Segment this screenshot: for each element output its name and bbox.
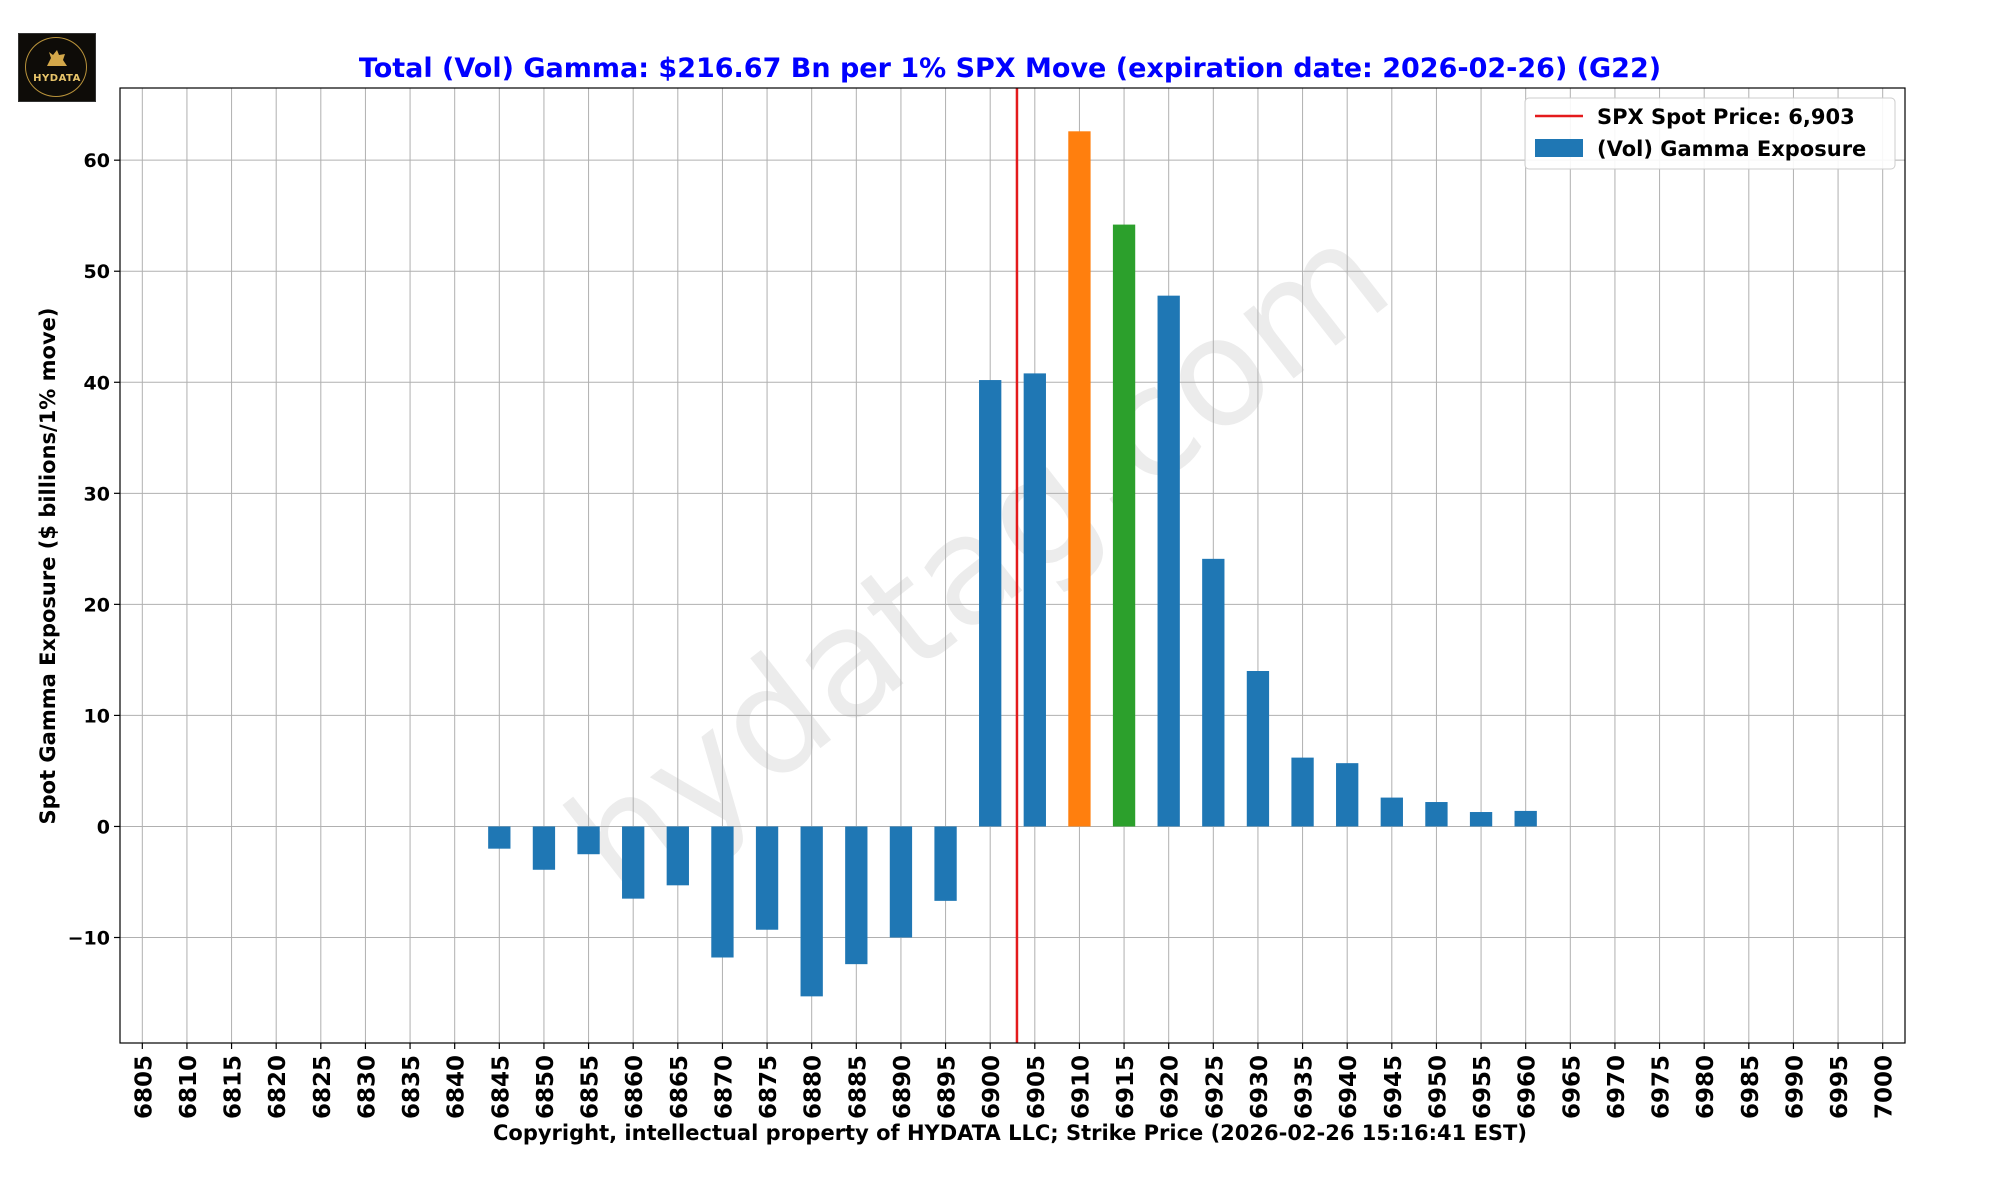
bar-6900 [979,380,1002,827]
x-tick-label: 6955 [1470,1055,1496,1119]
legend-spot-label: SPX Spot Price: 6,903 [1597,105,1855,129]
legend-bar-label: (Vol) Gamma Exposure [1597,137,1866,161]
chart-title: Total (Vol) Gamma: $216.67 Bn per 1% SPX… [359,53,1661,84]
x-tick-label: 6865 [667,1055,693,1119]
y-tick-label: 60 [84,150,110,172]
bar-6850 [532,826,556,870]
x-tick-label: 6870 [711,1055,737,1119]
logo-text: HYDATA [33,73,81,84]
y-tick-label: 30 [84,483,110,505]
y-tick-label: 0 [97,816,110,838]
x-tick-label: 6820 [265,1055,291,1119]
x-tick-label: 6925 [1202,1055,1228,1119]
bar-6960 [1514,810,1537,827]
x-tick-label: 6930 [1247,1055,1273,1119]
bar-6940 [1336,763,1359,827]
legend-bar-swatch [1535,139,1583,157]
x-tick-label: 6885 [845,1055,871,1119]
bar-6860 [622,826,645,899]
x-tick-label: 6875 [756,1055,782,1119]
x-tick-label: 6970 [1604,1055,1630,1119]
bar-6905 [1023,373,1046,827]
x-tick-label: 6845 [488,1055,514,1119]
bar-6955 [1469,812,1493,827]
bar-6845 [488,826,511,849]
x-tick-label: 6940 [1336,1055,1362,1119]
x-tick-label: 6860 [622,1055,648,1119]
y-tick-label: −10 [68,928,110,950]
x-axis-label: Copyright, intellectual property of HYDA… [493,1121,1527,1145]
legend-box [1524,97,1896,170]
x-tick-label: 6840 [444,1055,470,1119]
x-tick-label: 6915 [1113,1055,1139,1119]
x-tick-label: 6805 [131,1055,157,1119]
x-tick-label: 6975 [1649,1055,1675,1119]
x-tick-label: 6855 [578,1055,604,1119]
x-axis-ticks: 6805 6810 6815 6820 6825 6830 6835 6840 6845 6850… [131,1043,1898,1119]
y-axis-ticks: −10 0 10 20 30 40 50 60 [68,150,120,950]
bar-6885 [845,826,868,965]
x-tick-label: 6920 [1158,1055,1184,1119]
y-tick-label: 10 [84,705,110,727]
legend: SPX Spot Price: 6,903 (Vol) Gamma Exposu… [1524,97,1896,170]
bar-6875 [755,826,779,930]
x-tick-label: 6810 [176,1055,202,1119]
plot-frame [119,87,1906,1044]
x-tick-label: 6985 [1738,1055,1764,1119]
bar-6870 [711,826,734,958]
bar-6880 [800,826,823,997]
x-tick-label: 6950 [1425,1055,1451,1119]
x-tick-label: 6830 [354,1055,380,1119]
x-tick-label: 6815 [221,1055,247,1119]
bar-6855 [577,826,600,855]
y-tick-label: 40 [84,372,110,394]
x-tick-label: 6980 [1693,1055,1719,1119]
bar-6915 [1112,224,1136,827]
logo-ring [25,37,87,97]
hydata-logo: HYDATA [18,33,96,102]
y-axis-label: Spot Gamma Exposure ($ billions/1% move) [36,308,60,825]
x-tick-label: 6825 [310,1055,336,1119]
bar-6930 [1246,670,1270,827]
x-tick-label: 6835 [399,1055,425,1119]
x-tick-label: 6995 [1827,1055,1853,1119]
y-tick-label: 20 [84,594,110,616]
bar-6890 [889,826,913,938]
watermark: hydatag.com [537,188,1420,932]
bar-6925 [1202,558,1225,827]
x-tick-label: 6990 [1782,1055,1808,1119]
x-tick-label: 6905 [1024,1055,1050,1119]
bar-6895 [934,826,957,901]
bar-6950 [1425,802,1448,827]
x-tick-label: 6895 [935,1055,961,1119]
bar-6910 [1068,131,1091,827]
bar-6935 [1291,757,1314,827]
x-tick-label: 7000 [1872,1055,1898,1119]
bar-6945 [1380,797,1403,827]
x-tick-label: 6945 [1381,1055,1407,1119]
bar-6920 [1157,295,1180,827]
x-tick-label: 6900 [979,1055,1005,1119]
bar-6865 [666,826,689,886]
x-tick-label: 6910 [1068,1055,1094,1119]
y-tick-label: 50 [84,261,110,283]
x-tick-label: 6960 [1515,1055,1541,1119]
x-tick-label: 6965 [1559,1055,1585,1119]
x-tick-label: 6890 [890,1055,916,1119]
wolf-icon [47,50,67,66]
x-tick-label: 6880 [801,1055,827,1119]
bars [488,131,1537,997]
x-tick-label: 6935 [1292,1055,1318,1119]
x-tick-label: 6850 [533,1055,559,1119]
